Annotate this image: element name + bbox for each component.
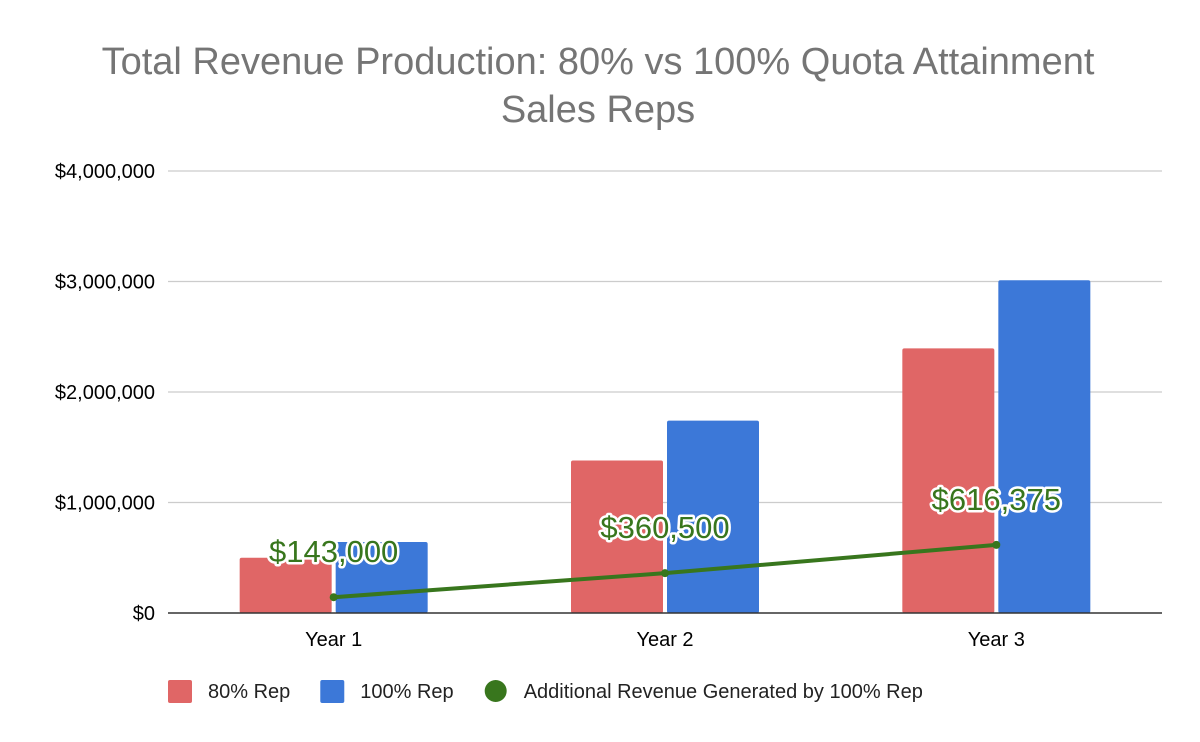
y-tick-label: $3,000,000	[55, 272, 155, 294]
x-tick-label: Year 3	[968, 629, 1025, 651]
y-tick-label: $0	[133, 603, 155, 625]
legend-swatch	[320, 680, 345, 703]
bar-80-rep-3	[902, 348, 995, 613]
data-label-3: $616,375	[932, 482, 1061, 517]
legend-label: 100% Rep	[360, 681, 453, 703]
bar-100-rep-3	[998, 280, 1091, 613]
x-tick-label: Year 2	[636, 629, 693, 651]
legend-item-3[interactable]: Additional Revenue Generated by 100% Rep	[484, 680, 923, 703]
bar-100-rep-2	[667, 420, 759, 613]
y-axis-ticks: $0 $1,000,000 $2,000,000 $3,000,000 $4,000,0…	[55, 161, 155, 625]
x-axis-ticks: Year 1 Year 2 Year 3	[305, 629, 1025, 651]
x-tick-label: Year 1	[305, 629, 362, 651]
data-label-2: $360,500	[600, 510, 729, 545]
data-labels: $143,000 $360,500 $616,375	[267, 479, 1064, 571]
line-point-1	[329, 593, 338, 602]
line-point-2	[661, 569, 669, 578]
line-point-3	[992, 540, 1001, 549]
y-tick-label: $4,000,000	[55, 161, 155, 183]
legend: 80% Rep 100% Rep Additional Revenue Genera…	[168, 680, 923, 703]
chart-subtitle: Sales Reps	[501, 89, 695, 131]
y-tick-label: $1,000,000	[55, 493, 155, 515]
gridlines	[168, 170, 1162, 504]
additional-revenue-line	[329, 540, 1001, 602]
legend-marker	[484, 680, 507, 702]
legend-item-1[interactable]: 80% Rep	[168, 680, 290, 703]
legend-label: Additional Revenue Generated by 100% Rep	[524, 681, 923, 703]
chart-title: Total Revenue Production: 80% vs 100% Qu…	[102, 41, 1095, 83]
data-label-1: $143,000	[269, 534, 398, 569]
bar-80-rep-1	[239, 557, 332, 613]
y-tick-label: $2,000,000	[55, 382, 155, 404]
legend-item-2[interactable]: 100% Rep	[320, 680, 454, 703]
legend-swatch	[168, 680, 192, 703]
legend-label: 80% Rep	[208, 681, 290, 703]
